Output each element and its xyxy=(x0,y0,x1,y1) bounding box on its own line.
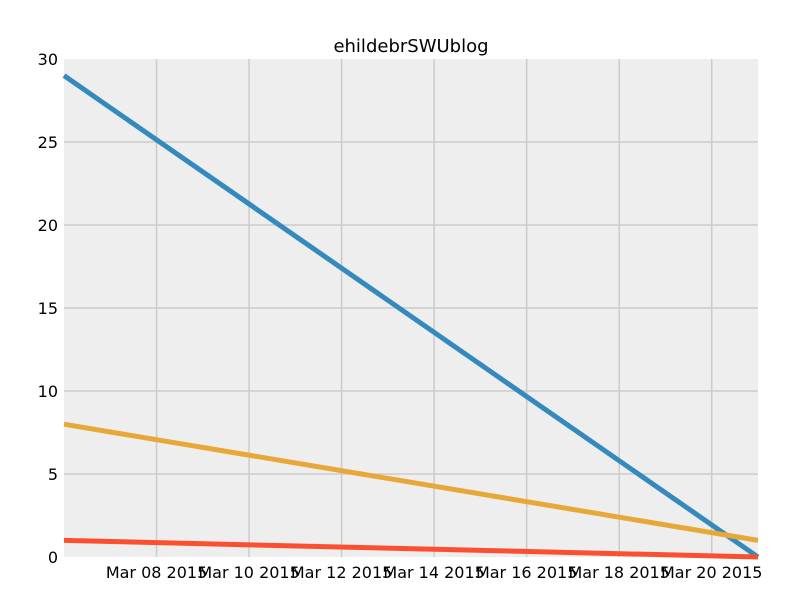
series-line-2 xyxy=(63,421,759,543)
y-tick-label: 20 xyxy=(38,216,58,235)
y-tick-label: 0 xyxy=(48,548,58,567)
series-line-1 xyxy=(62,73,760,560)
x-tick-label: Mar 16 2015 xyxy=(476,563,577,582)
chart-title: ehildebrSWUblog xyxy=(333,36,488,57)
y-tick-label: 15 xyxy=(38,299,58,318)
grid-lines xyxy=(64,59,758,557)
y-axis-ticks: 0 5 10 15 20 25 30 xyxy=(38,50,58,567)
x-tick-label: Mar 10 2015 xyxy=(198,563,299,582)
y-tick-label: 10 xyxy=(38,382,58,401)
x-tick-label: Mar 14 2015 xyxy=(383,563,484,582)
y-tick-label: 30 xyxy=(38,50,58,69)
y-tick-label: 5 xyxy=(48,465,58,484)
x-tick-label: Mar 20 2015 xyxy=(661,563,762,582)
x-tick-label: Mar 08 2015 xyxy=(106,563,207,582)
series-group xyxy=(62,73,760,560)
y-tick-label: 25 xyxy=(38,133,58,152)
x-tick-label: Mar 18 2015 xyxy=(568,563,669,582)
x-tick-label: Mar 12 2015 xyxy=(291,563,392,582)
series-line-3 xyxy=(63,537,759,560)
